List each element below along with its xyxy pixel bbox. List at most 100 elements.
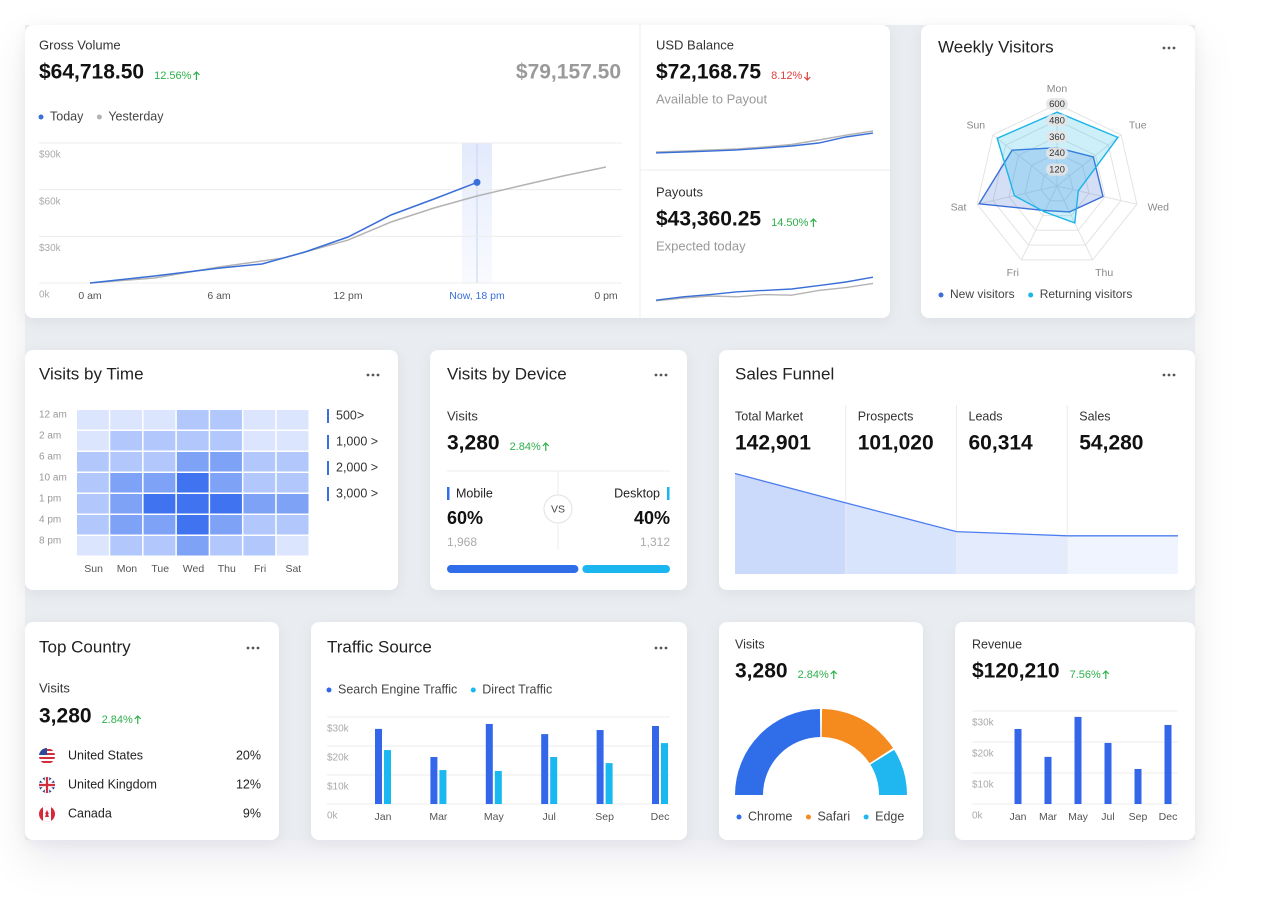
heat-cell — [243, 515, 276, 535]
x-tick-label: Jul — [1101, 811, 1114, 823]
heat-cell — [176, 494, 209, 514]
sparkline — [655, 282, 874, 302]
card — [25, 622, 279, 840]
row-label: 6 am — [39, 452, 61, 463]
heat-cell — [143, 536, 176, 556]
bar — [1104, 742, 1112, 804]
y-tick-label: $10k — [327, 782, 350, 793]
heat-cell — [77, 494, 109, 514]
legend-dot — [38, 114, 44, 120]
stage-name: Prospects — [858, 409, 914, 423]
bar — [1134, 768, 1142, 804]
heat-cell — [276, 452, 309, 472]
segment-bar — [582, 565, 670, 573]
country-share: 12% — [236, 777, 261, 791]
more-dot — [1172, 46, 1176, 50]
y-tick-label: 0k — [39, 290, 51, 301]
radar-spoke — [992, 134, 1058, 187]
segment-percent: 60% — [447, 508, 483, 528]
heat-cell — [210, 494, 242, 514]
row-label: 4 pm — [39, 515, 61, 526]
heat-cell — [243, 452, 276, 472]
change-value: 7.56% — [1070, 669, 1101, 681]
radar-axis-label: Sat — [951, 201, 967, 213]
legend-label: 3,000 > — [336, 486, 378, 500]
bar — [550, 757, 558, 804]
heat-cell — [143, 410, 176, 430]
change-value: 2.84% — [102, 714, 133, 726]
column-label: Fri — [254, 563, 266, 575]
x-tick-label: Now, 18 pm — [449, 290, 505, 302]
segment-name: Mobile — [456, 486, 493, 500]
funnel-line — [734, 472, 1068, 537]
country-name: United Kingdom — [68, 777, 157, 791]
funnel-area — [845, 502, 957, 574]
heat-cell — [210, 452, 242, 472]
card-title: Visits by Device — [447, 364, 567, 383]
card-label: Gross Volume — [39, 37, 121, 52]
card — [25, 25, 890, 318]
heat-cell — [176, 536, 209, 556]
y-tick-label: $30k — [39, 243, 62, 254]
bar — [652, 725, 659, 804]
legend-label: Search Engine Traffic — [338, 682, 457, 696]
y-tick-label: $20k — [327, 753, 350, 764]
radar-ring — [1008, 136, 1106, 231]
radar-tick-pill — [1046, 98, 1068, 110]
legend-label: Edge — [875, 809, 904, 823]
segment-count: 1,968 — [447, 535, 477, 549]
more-dot — [1162, 373, 1166, 377]
y-tick-label: $30k — [327, 724, 350, 735]
change-value: 8.12% — [771, 70, 802, 82]
arrow-up — [809, 218, 817, 227]
card-label: Payouts — [656, 184, 703, 199]
legend-label: Direct Traffic — [482, 682, 552, 696]
stage-value: 101,020 — [858, 432, 934, 455]
radar-ring — [1024, 152, 1090, 217]
more-dot — [659, 646, 663, 650]
bar — [439, 770, 447, 804]
heat-cell — [77, 473, 109, 493]
bar — [596, 730, 604, 804]
heat-cell — [276, 494, 309, 514]
legend-dot — [1028, 292, 1034, 298]
funnel-area — [1067, 535, 1178, 574]
legend-dot — [326, 687, 332, 693]
card-label: USD Balance — [656, 37, 734, 52]
radar-ring — [976, 103, 1138, 261]
stage-value: 60,314 — [969, 432, 1034, 455]
x-tick-label: Jan — [1010, 811, 1027, 823]
radar-axis-label: Sun — [966, 119, 985, 131]
more-button[interactable] — [1162, 373, 1176, 377]
radar-spoke — [1056, 185, 1138, 205]
sparkline — [655, 132, 874, 154]
more-button[interactable] — [654, 373, 668, 377]
bar — [661, 743, 668, 804]
more-button[interactable] — [1162, 46, 1176, 50]
more-button[interactable] — [366, 373, 380, 377]
card-title: Weekly Visitors — [938, 37, 1054, 56]
y-tick-label: $60k — [39, 196, 62, 207]
more-button[interactable] — [246, 646, 260, 650]
heat-cell — [210, 536, 242, 556]
legend-dot — [863, 814, 869, 820]
legend-label: 500> — [336, 408, 364, 422]
heat-cell — [143, 431, 176, 451]
headline-value: 3,280 — [735, 660, 788, 683]
card — [719, 622, 923, 840]
heat-cell — [243, 536, 276, 556]
flag-part — [39, 777, 55, 793]
heat-cell — [176, 515, 209, 535]
change-value: 2.84% — [798, 669, 829, 681]
heat-cell — [243, 494, 276, 514]
x-tick-label: Sep — [595, 811, 614, 823]
radar-spoke — [976, 185, 1058, 205]
radar-ring — [1040, 169, 1074, 202]
card-label: Visits — [39, 680, 70, 695]
more-dot — [654, 373, 658, 377]
segment-percent: 40% — [634, 508, 670, 528]
headline-value: $72,168.75 — [656, 61, 761, 84]
arrow-up — [134, 715, 142, 724]
more-button[interactable] — [654, 646, 668, 650]
donut-segment — [870, 749, 907, 795]
